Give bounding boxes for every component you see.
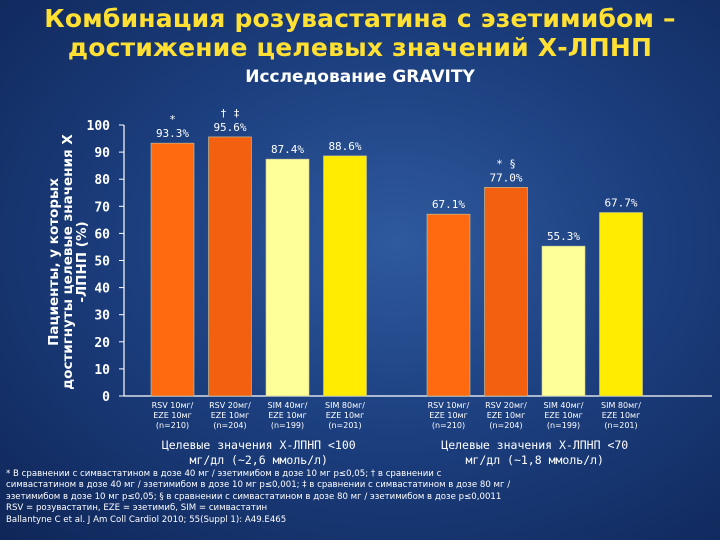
- y-tick-label: 50: [94, 255, 110, 270]
- y-tick-label: 0: [102, 390, 110, 405]
- bar-rsv10: [150, 142, 195, 397]
- y-tick-label: 70: [94, 200, 110, 215]
- x-category-label: (n=210): [432, 421, 465, 430]
- x-category-label: RSV 10мг/: [428, 401, 470, 410]
- y-axis-label: Пациенты, у которых: [46, 178, 62, 346]
- bar-rsv20: [484, 187, 528, 397]
- x-category-label: EZE 10мг: [268, 411, 307, 420]
- group-label: Целевые значения Х-ЛПНП <70: [441, 438, 628, 452]
- bar-value-label: 88.6%: [328, 140, 361, 153]
- group-label: мг/дл (~2,6 ммоль/л): [190, 453, 328, 467]
- x-category-label: RSV 20мг/: [209, 401, 251, 410]
- x-category-label: (n=199): [547, 421, 580, 430]
- bar-sim40: [265, 158, 310, 397]
- x-category-label: RSV 10мг/: [152, 401, 194, 410]
- x-category-label: (n=210): [156, 421, 189, 430]
- x-category-label: EZE 10мг: [326, 411, 365, 420]
- y-tick-label: 20: [94, 336, 110, 351]
- bar-value-label: 95.6%: [213, 121, 246, 134]
- x-category-label: EZE 10мг: [429, 411, 468, 420]
- x-category-label: EZE 10мг: [487, 411, 526, 420]
- bar-value-label: 55.3%: [547, 230, 580, 243]
- significance-mark: † ‡: [220, 107, 240, 120]
- y-tick-label: 40: [94, 282, 110, 297]
- bar-rsv10: [426, 213, 471, 397]
- footnotes: * В сравнении с симвастатином в дозе 40 …: [6, 469, 714, 526]
- bar-sim80: [323, 155, 367, 397]
- x-category-label: (n=201): [604, 421, 637, 430]
- x-category-label: SIM 80мг/: [601, 401, 641, 410]
- x-category-label: SIM 40мг/: [544, 401, 584, 410]
- y-tick-label: 100: [87, 119, 111, 134]
- title-line-1: Комбинация розувастатина с эзетимибом –: [44, 4, 676, 33]
- y-tick-label: 90: [94, 146, 110, 161]
- y-tick-label: 30: [94, 309, 110, 324]
- footnote-line-2: симвастатином в дозе 40 мг / эзетимибом …: [6, 480, 511, 491]
- bar-sim80: [599, 212, 643, 397]
- x-category-label: EZE 10мг: [153, 411, 192, 420]
- bar-sim40: [541, 245, 586, 397]
- footnote-line-3: эзетимибом в дозе 10 мг p≤0,05; § в срав…: [6, 491, 502, 502]
- x-category-label: EZE 10мг: [602, 411, 641, 420]
- bar-value-label: 77.0%: [489, 171, 522, 184]
- bar-rsv20: [208, 136, 252, 397]
- x-category-label: (n=204): [489, 421, 522, 430]
- x-category-label: (n=201): [328, 421, 361, 430]
- footnote-line-4: RSV = розувастатин, EZE = эзетимиб, SIM …: [6, 503, 268, 514]
- footnote-line-1: * В сравнении с симвастатином в дозе 40 …: [6, 469, 442, 479]
- x-category-label: SIM 40мг/: [268, 401, 308, 410]
- group-label: мг/дл (~1,8 ммоль/л): [466, 453, 604, 467]
- group-label: Целевые значения Х-ЛПНП <100: [162, 438, 356, 452]
- bar-value-label: 87.4%: [271, 143, 304, 156]
- x-category-label: EZE 10мг: [544, 411, 583, 420]
- bar-value-label: 93.3%: [156, 127, 189, 140]
- x-category-label: (n=204): [213, 421, 246, 430]
- footnote-line-5: Ballantyne C et al. J Am Coll Cardiol 20…: [6, 514, 287, 525]
- y-tick-label: 60: [94, 227, 110, 242]
- x-category-label: SIM 80мг/: [325, 401, 365, 410]
- study-subtitle: Исследование GRAVITY: [245, 67, 475, 87]
- y-axis-label: достигнуты целевые значения Х: [60, 134, 76, 390]
- title-line-2: достижение целевых значений Х-ЛПНП: [67, 33, 653, 62]
- significance-mark: *: [169, 113, 176, 126]
- y-tick-label: 80: [94, 173, 110, 188]
- x-category-label: RSV 20мг/: [485, 401, 527, 410]
- bar-value-label: 67.7%: [604, 197, 637, 210]
- y-axis-label: -ЛПНП (%): [74, 221, 90, 302]
- slide-title: Комбинация розувастатина с эзетимибом – …: [0, 4, 720, 62]
- bar-value-label: 67.1%: [432, 198, 465, 211]
- x-category-label: EZE 10мг: [211, 411, 250, 420]
- x-category-label: (n=199): [271, 421, 304, 430]
- y-tick-label: 10: [94, 363, 110, 378]
- significance-mark: * §: [496, 157, 516, 170]
